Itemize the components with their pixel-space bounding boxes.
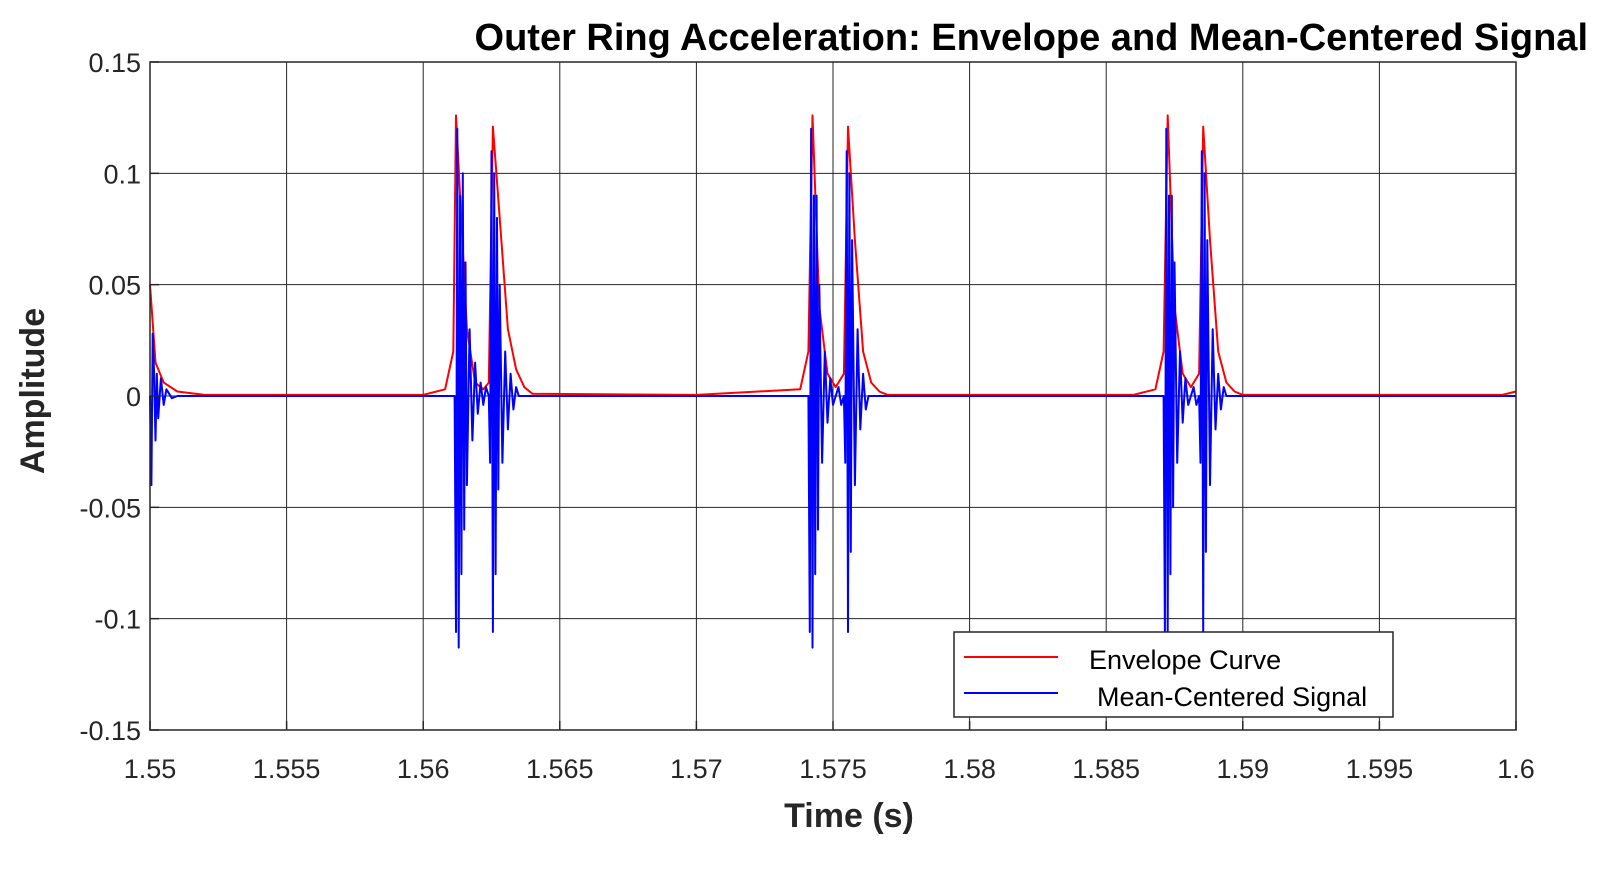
- y-tick-label-2: 0.05: [88, 271, 141, 301]
- y-tick-label-5: -0.1: [94, 605, 141, 635]
- x-tick-label-1: 1.555: [253, 754, 321, 784]
- x-tick-label-0: 1.55: [124, 754, 177, 784]
- x-tick-label-5: 1.575: [799, 754, 867, 784]
- x-tick-label-8: 1.59: [1217, 754, 1270, 784]
- x-tick-label-2: 1.56: [397, 754, 450, 784]
- y-tick-label-0: 0.15: [88, 48, 141, 78]
- x-axis-label: Time (s): [784, 797, 914, 835]
- y-tick-label-6: -0.15: [79, 716, 141, 746]
- x-axis-ticks: 1.55 1.555 1.56 1.565 1.57 1.575 1.58 1.585 1.59…: [124, 721, 1535, 784]
- legend: Envelope Curve Mean-Centered Signal: [953, 631, 1394, 718]
- x-tick-label-4: 1.57: [670, 754, 723, 784]
- legend-box: [953, 631, 1394, 718]
- y-axis-ticks: 0.15 0.1 0.05 0 -0.05 -0.1 -0.15: [79, 48, 159, 746]
- x-tick-label-3: 1.565: [526, 754, 594, 784]
- chart-title: Outer Ring Acceleration: Envelope and Me…: [475, 17, 1588, 59]
- legend-label-envelope: Envelope Curve: [1089, 645, 1281, 675]
- series-layer: [149, 114, 1517, 649]
- y-axis-label: Amplitude: [14, 308, 52, 474]
- y-tick-label-1: 0.1: [103, 159, 141, 189]
- x-tick-label-9: 1.595: [1346, 754, 1414, 784]
- y-tick-label-3: 0: [126, 382, 141, 412]
- series-line-1: [149, 127, 1516, 649]
- y-tick-label-4: -0.05: [79, 493, 141, 523]
- legend-label-signal: Mean-Centered Signal: [1097, 682, 1367, 712]
- x-tick-label-10: 1.6: [1497, 754, 1535, 784]
- x-tick-label-7: 1.585: [1072, 754, 1140, 784]
- x-tick-label-6: 1.58: [943, 754, 996, 784]
